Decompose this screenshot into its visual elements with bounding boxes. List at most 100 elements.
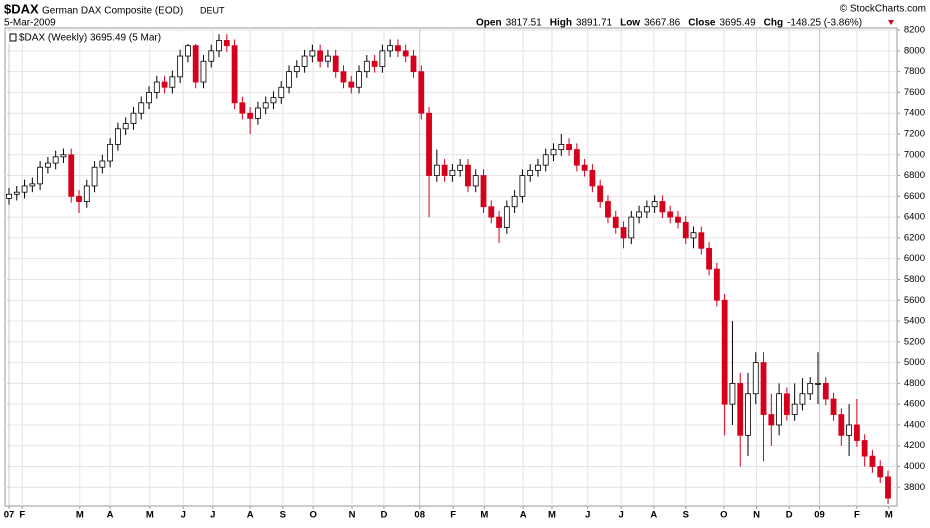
y-tick-label: 8000 [904, 45, 925, 56]
candle-body [52, 156, 59, 164]
candle-body [99, 160, 106, 168]
candle-body [760, 362, 767, 415]
candle-body [783, 393, 790, 415]
candle-body [869, 455, 876, 467]
candle-body [301, 55, 308, 67]
candle-body [395, 45, 401, 52]
y-tick-label: 4800 [904, 378, 925, 389]
candle-body [6, 193, 12, 199]
candle-body [356, 71, 362, 88]
change-arrow [888, 20, 894, 25]
candle-body [581, 164, 588, 171]
x-tick-label: J [585, 510, 590, 521]
x-tick-label: J [210, 510, 215, 521]
x-tick-label: F [450, 510, 456, 521]
candle-body [21, 185, 28, 193]
y-tick-label: 7200 [904, 129, 925, 140]
candle-body [885, 476, 891, 499]
x-tick-label: F [19, 510, 25, 521]
candle-body [76, 195, 82, 202]
candle-body [60, 154, 67, 158]
candle-body [433, 164, 440, 176]
candle-body [846, 424, 853, 436]
candle-body [153, 81, 160, 93]
candle-body [402, 50, 409, 57]
x-tick-label: O [720, 510, 727, 521]
exchange: DEUT [200, 5, 225, 15]
candle-body [177, 55, 184, 78]
candle-body [822, 382, 829, 400]
candle-body [853, 424, 860, 441]
candle-body [426, 112, 432, 176]
candle-body [636, 211, 642, 218]
x-tick-label: A [520, 510, 527, 521]
candle-body [721, 299, 728, 405]
source: © StockCharts.com [840, 4, 926, 15]
stat-value: 3695.49 [719, 18, 756, 29]
candle-body [449, 169, 456, 176]
candle-body [239, 102, 246, 114]
x-tick-label: 08 [414, 510, 425, 521]
y-tick-label: 6600 [904, 191, 925, 202]
y-tick-label: 5800 [904, 274, 925, 285]
x-tick-label: D [380, 510, 387, 521]
candle-body [752, 362, 759, 395]
y-tick-label: 5600 [904, 295, 925, 306]
x-tick-label: A [247, 510, 254, 521]
legend-swatch [9, 33, 17, 42]
stat-value: 3667.86 [644, 18, 681, 29]
stat-label: Low [620, 18, 640, 29]
y-tick-label: 6000 [904, 253, 925, 264]
x-tick-label: 09 [814, 510, 825, 521]
candle-body [542, 154, 549, 166]
candle-body [37, 166, 44, 185]
x-tick-label: M [885, 510, 893, 521]
stat-label: Chg [764, 18, 783, 29]
symbol: $DAX [4, 1, 39, 16]
candle-body [83, 185, 90, 202]
y-tick-label: 5400 [904, 316, 925, 327]
candle-body [682, 221, 689, 239]
stats: Open 3817.51 High 3891.71 Low 3667.86 Close 369… [476, 18, 862, 29]
candle-body [527, 169, 534, 176]
candle-body [410, 55, 417, 73]
candle-body [488, 206, 495, 218]
candle-body [605, 201, 611, 218]
candle-body [161, 81, 168, 88]
candle-body [628, 216, 635, 239]
stat-label: High [550, 18, 572, 29]
candle-body [643, 206, 650, 213]
candle-body [68, 154, 75, 197]
y-tick-label: 4600 [904, 399, 925, 410]
candle-body [122, 123, 129, 130]
candle-body [309, 50, 316, 57]
candle-body [293, 66, 300, 73]
candle-body [838, 414, 845, 436]
x-tick-label: M [480, 510, 488, 521]
candle-body [317, 50, 324, 62]
x-tick-label: J [619, 510, 624, 521]
candle-body [698, 232, 705, 249]
candle-body [325, 55, 331, 62]
candle-body [713, 268, 720, 301]
candle-body [200, 60, 207, 83]
candle-body [255, 107, 261, 119]
x-tick-label: O [309, 510, 316, 521]
candle-body [441, 164, 448, 176]
candle-body [737, 382, 744, 436]
candle-body [332, 55, 339, 73]
candle-body [597, 185, 604, 202]
candle-body [612, 216, 619, 228]
candle-body [185, 45, 191, 57]
candle-body [208, 50, 215, 62]
candle-body [115, 128, 121, 145]
candle-body [558, 143, 565, 150]
candle-body [169, 76, 176, 88]
candle-body [667, 211, 674, 218]
legend: $DAX (Weekly) 3695.49 (5 Mar) [19, 33, 161, 44]
legend-box [7, 31, 207, 44]
candle-body [496, 216, 502, 228]
candle-body [379, 50, 386, 67]
candle-body [861, 440, 868, 457]
